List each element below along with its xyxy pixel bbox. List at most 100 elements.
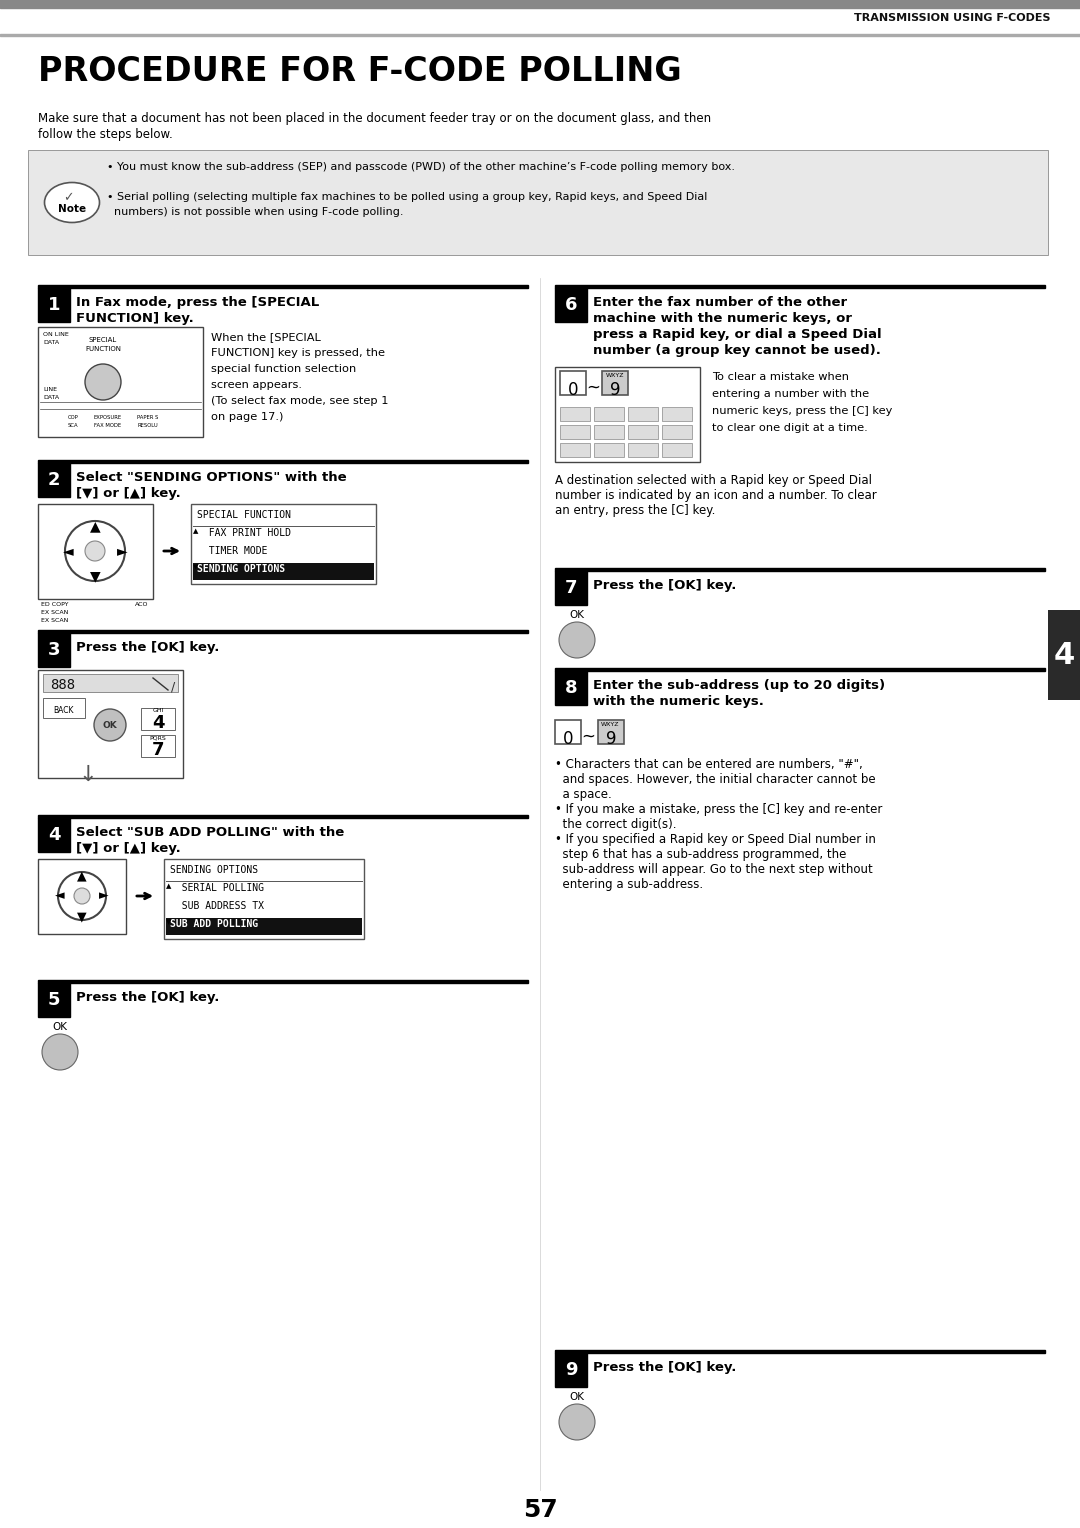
Text: /: / [171,680,175,694]
Text: 8: 8 [565,678,578,697]
Bar [164,859,364,940]
Text: 888: 888 [50,678,76,692]
Text: OK: OK [569,1392,584,1403]
Text: Enter the sub-address (up to 20 digits): Enter the sub-address (up to 20 digits) [593,678,886,692]
Text: ◄: ◄ [63,544,73,558]
Text: A destination selected with a Rapid key or Speed Dial: A destination selected with a Rapid key … [555,474,872,487]
Bar [38,817,70,853]
Bar [561,406,590,422]
Text: PQRS: PQRS [150,735,166,740]
Text: ▲: ▲ [193,529,199,533]
Bar [38,814,528,817]
Circle shape [559,622,595,659]
Text: OK: OK [53,1022,67,1031]
Text: BACK: BACK [54,706,75,715]
Text: 57: 57 [523,1497,557,1522]
Text: 9: 9 [610,380,620,399]
Bar [627,406,658,422]
Bar [561,371,586,396]
Bar [193,562,374,581]
Bar [555,286,1045,287]
Text: EX SCAN: EX SCAN [41,610,68,614]
Text: OK: OK [103,721,118,729]
Bar [141,707,175,730]
Text: SENDING OPTIONS: SENDING OPTIONS [197,564,285,575]
Bar [38,504,153,599]
Bar [561,443,590,457]
Text: SUB ADD POLLING: SUB ADD POLLING [170,918,258,929]
Bar [38,633,70,668]
Text: 7: 7 [565,579,577,597]
Circle shape [85,364,121,400]
Text: ▼: ▼ [166,918,172,924]
Text: FAX PRINT HOLD: FAX PRINT HOLD [197,529,291,538]
Text: Make sure that a document has not been placed in the document feeder tray or on : Make sure that a document has not been p… [38,112,711,125]
Text: TRANSMISSION USING F-CODES: TRANSMISSION USING F-CODES [853,14,1050,23]
Text: follow the steps below.: follow the steps below. [38,128,173,141]
Text: • Characters that can be entered are numbers, "#",: • Characters that can be entered are num… [555,758,863,772]
Text: SUB ADDRESS TX: SUB ADDRESS TX [170,902,264,911]
Text: • If you make a mistake, press the [C] key and re-enter: • If you make a mistake, press the [C] k… [555,804,882,816]
Text: WXYZ: WXYZ [606,373,624,377]
Text: with the numeric keys.: with the numeric keys. [593,695,764,707]
Text: ↓: ↓ [79,766,97,785]
Text: to clear one digit at a time.: to clear one digit at a time. [712,423,867,432]
Bar [555,571,588,605]
Text: WXYZ: WXYZ [600,723,619,727]
Text: entering a number with the: entering a number with the [712,390,869,399]
Bar [555,1352,588,1387]
Bar [191,504,376,584]
Bar [1048,610,1080,700]
Text: 9: 9 [565,1361,577,1378]
Text: 7: 7 [152,741,164,759]
Bar [594,406,624,422]
Text: ▲: ▲ [77,869,86,883]
Bar [555,568,1045,571]
Text: ACO: ACO [135,602,148,607]
Text: Note: Note [58,203,86,214]
Text: SCA: SCA [68,423,79,428]
Bar [555,668,1045,671]
Text: number is indicated by an icon and a number. To clear: number is indicated by an icon and a num… [555,489,877,503]
Text: ►: ► [99,889,109,903]
Text: ►: ► [117,544,127,558]
Text: • Serial polling (selecting multiple fax machines to be polled using a group key: • Serial polling (selecting multiple fax… [107,193,707,202]
Text: PROCEDURE FOR F-CODE POLLING: PROCEDURE FOR F-CODE POLLING [38,55,681,89]
Text: number (a group key cannot be used).: number (a group key cannot be used). [593,344,881,358]
Text: 0: 0 [568,380,578,399]
Bar [43,674,178,692]
Text: ED COPY: ED COPY [41,602,68,607]
Bar [38,859,126,934]
Bar [38,463,70,497]
Text: 4: 4 [152,714,164,732]
Bar [28,150,1048,255]
Text: Select "SENDING OPTIONS" with the: Select "SENDING OPTIONS" with the [76,471,347,484]
Bar [561,425,590,439]
Text: SPECIAL FUNCTION: SPECIAL FUNCTION [197,510,291,520]
Text: TIMER MODE: TIMER MODE [197,545,268,556]
Text: Press the [OK] key.: Press the [OK] key. [593,1361,737,1374]
Text: FAX MODE: FAX MODE [94,423,122,428]
Text: ~: ~ [586,379,600,397]
Text: and spaces. However, the initial character cannot be: and spaces. However, the initial charact… [555,773,876,785]
Bar [0,0,1080,8]
Bar [598,720,624,744]
Ellipse shape [44,182,99,223]
Text: LINE: LINE [43,387,57,393]
Text: 4: 4 [1053,640,1075,669]
Text: numbers) is not possible when using F-code polling.: numbers) is not possible when using F-co… [107,206,404,217]
Circle shape [559,1404,595,1439]
Text: special function selection: special function selection [211,364,356,374]
Text: OK: OK [569,610,584,620]
Text: press a Rapid key, or dial a Speed Dial: press a Rapid key, or dial a Speed Dial [593,329,881,341]
Text: numeric keys, press the [C] key: numeric keys, press the [C] key [712,406,892,416]
Text: In Fax mode, press the [SPECIAL: In Fax mode, press the [SPECIAL [76,296,320,309]
Bar [38,669,183,778]
Bar [555,367,700,461]
Text: EXPOSURE: EXPOSURE [94,416,122,420]
Bar [662,406,692,422]
Bar [662,443,692,457]
Text: 2: 2 [48,471,60,489]
Text: ✓: ✓ [63,191,73,205]
Bar [38,979,528,983]
